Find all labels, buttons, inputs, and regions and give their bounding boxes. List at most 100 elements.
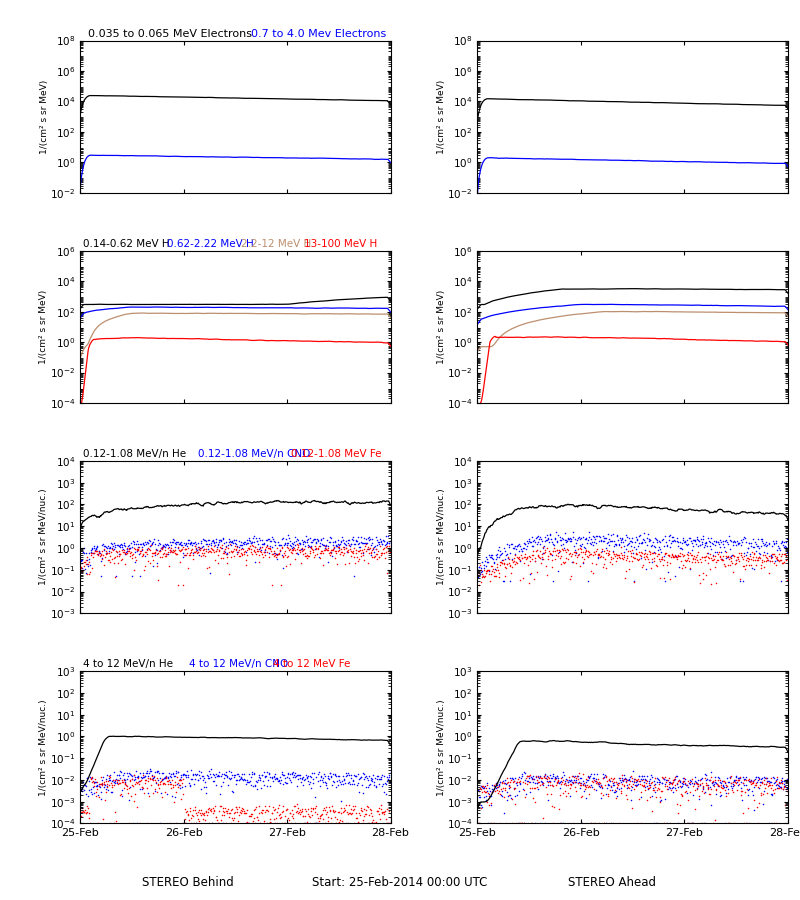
Point [496, 556, 509, 571]
Point [671, 550, 684, 564]
Point [660, 535, 673, 549]
Point [483, 563, 496, 578]
Point [291, 538, 304, 553]
Point [204, 566, 217, 580]
Point [271, 816, 284, 831]
Point [712, 770, 725, 784]
Point [329, 805, 342, 819]
Point [516, 769, 529, 783]
Point [313, 539, 326, 554]
Point [198, 533, 211, 547]
Point [733, 536, 746, 551]
Point [172, 535, 185, 549]
Point [713, 778, 726, 793]
Point [568, 532, 581, 546]
Point [271, 801, 284, 815]
Point [710, 777, 723, 791]
Point [368, 816, 381, 831]
Point [79, 806, 92, 821]
Point [555, 816, 568, 831]
Point [520, 539, 533, 554]
Point [148, 770, 161, 784]
Point [175, 768, 188, 782]
Point [147, 773, 160, 788]
Point [171, 541, 184, 555]
Point [240, 553, 253, 567]
Point [308, 542, 321, 556]
Point [578, 552, 590, 566]
Point [759, 554, 772, 568]
Point [649, 777, 662, 791]
Point [472, 816, 485, 831]
Point [618, 778, 630, 792]
Point [670, 534, 683, 548]
Point [514, 548, 527, 562]
Point [349, 556, 362, 571]
Point [781, 784, 794, 798]
Point [125, 545, 138, 560]
Point [285, 536, 298, 550]
Point [498, 574, 510, 589]
Point [346, 546, 359, 561]
Point [338, 540, 351, 554]
Point [348, 541, 361, 555]
Point [165, 777, 178, 791]
Point [543, 527, 556, 542]
Point [261, 544, 274, 559]
Point [151, 777, 164, 791]
Point [677, 774, 690, 788]
Point [137, 770, 150, 784]
Point [133, 546, 146, 561]
Point [494, 782, 507, 796]
Point [153, 536, 166, 550]
Point [128, 777, 141, 791]
Point [371, 804, 384, 818]
Point [730, 556, 742, 571]
Point [158, 770, 170, 785]
Point [94, 569, 107, 583]
Point [249, 816, 262, 831]
Point [638, 552, 651, 566]
Point [674, 798, 686, 813]
Point [649, 785, 662, 799]
Point [738, 549, 751, 563]
Point [603, 544, 616, 558]
Point [274, 543, 286, 557]
Point [98, 539, 111, 554]
Point [333, 543, 346, 557]
Point [757, 787, 770, 801]
Point [667, 785, 680, 799]
Point [344, 542, 357, 556]
Point [737, 776, 750, 790]
Point [531, 780, 544, 795]
Point [762, 774, 775, 788]
Point [240, 533, 253, 547]
Point [718, 539, 730, 554]
Point [494, 547, 507, 562]
Point [74, 560, 87, 574]
Point [674, 774, 686, 788]
Point [495, 553, 508, 567]
Point [473, 560, 486, 574]
Point [626, 777, 639, 791]
Point [485, 548, 498, 562]
Point [610, 784, 622, 798]
Point [531, 535, 544, 549]
Point [277, 561, 290, 575]
Point [311, 533, 324, 547]
Point [131, 540, 144, 554]
Point [697, 782, 710, 796]
Point [372, 535, 385, 549]
Point [122, 786, 134, 800]
Point [771, 553, 784, 567]
Point [89, 785, 102, 799]
Point [383, 816, 396, 831]
Point [738, 785, 751, 799]
Point [574, 538, 587, 553]
Point [365, 546, 378, 561]
Point [299, 529, 312, 544]
Point [653, 534, 666, 548]
Point [567, 816, 580, 831]
Point [666, 535, 678, 549]
Point [182, 806, 194, 821]
